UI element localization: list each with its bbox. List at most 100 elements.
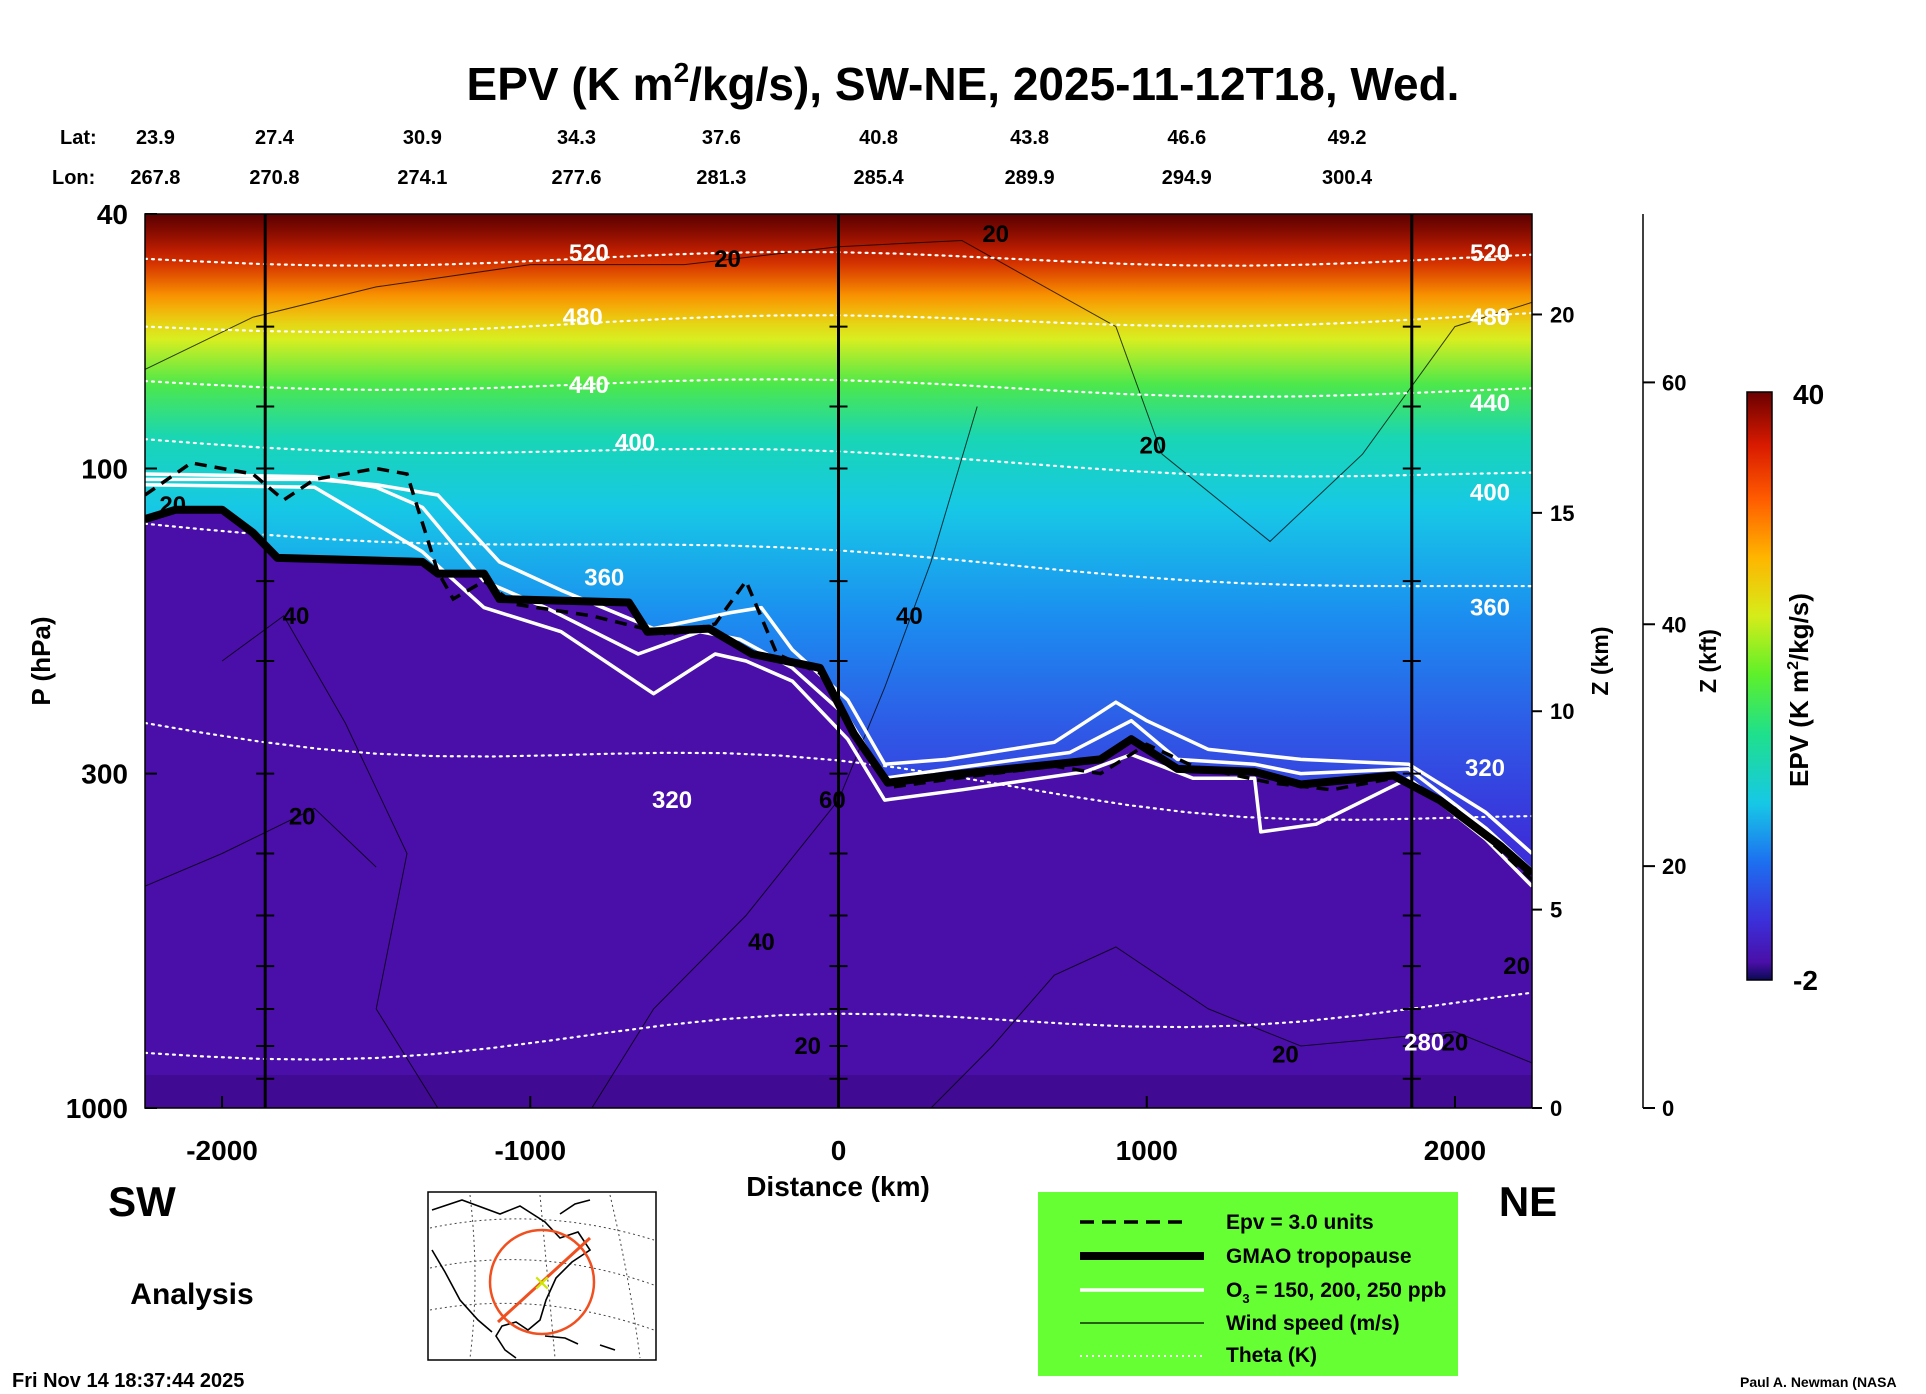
theta-label: 280	[1404, 1030, 1444, 1057]
lat-tick-label: 46.6	[1167, 127, 1206, 149]
lat-tick-label: 43.8	[1010, 127, 1049, 149]
sw-label: SW	[108, 1178, 176, 1225]
colorbar-min-label: -2	[1793, 965, 1818, 996]
x-tick-label: -2000	[186, 1135, 258, 1166]
lon-tick-label: 300.4	[1322, 167, 1373, 189]
x-tick-label: 2000	[1424, 1135, 1486, 1166]
z-km-axis: 0 5 10 15 20	[1532, 302, 1574, 1121]
analysis-label: Analysis	[130, 1278, 253, 1311]
z-kft-tick-label: 20	[1662, 854, 1686, 879]
lon-tick-label: 281.3	[696, 167, 746, 189]
wind-contour	[221, 615, 439, 1108]
legend: Epv = 3.0 units GMAO tropopause O3 = 150…	[1038, 1192, 1458, 1376]
y-axis: 40 100 300 1000	[66, 199, 157, 1124]
timestamp: Fri Nov 14 18:37:44 2025	[12, 1370, 244, 1392]
y-tick-label: 100	[81, 453, 128, 484]
lon-tick-label: 277.6	[551, 167, 601, 189]
legend-epv-label: Epv = 3.0 units	[1226, 1211, 1374, 1234]
chart-title: EPV (K m2/kg/s), SW-NE, 2025-11-12T18, W…	[467, 57, 1460, 110]
lat-tick-label: 40.8	[859, 127, 898, 149]
wind-speed-label: 20	[1503, 953, 1530, 980]
wind-speed-label: 20	[794, 1033, 821, 1060]
z-km-tick-label: 5	[1550, 898, 1562, 923]
legend-wind-label: Wind speed (m/s)	[1226, 1312, 1400, 1335]
theta-label: 440	[569, 372, 609, 399]
ne-label: NE	[1499, 1178, 1557, 1225]
theta-label-right: 480	[1470, 304, 1510, 331]
y-tick-label: 300	[81, 759, 128, 790]
wind-contour	[145, 807, 377, 887]
z-kft-tick-label: 40	[1662, 612, 1686, 637]
lat-tick-label: 34.3	[557, 127, 596, 149]
x-axis: -2000 -1000 0 1000 2000	[186, 1096, 1486, 1166]
lon-row-label: Lon:	[52, 167, 95, 189]
lat-tick-label: 49.2	[1328, 127, 1367, 149]
legend-theta-label: Theta (K)	[1226, 1344, 1317, 1367]
lon-tick-label: 285.4	[854, 167, 905, 189]
wind-speed-labels: 20 20 20 20 40 40 60 20 40 20 20 20 20	[159, 221, 1530, 1068]
theta-contours	[145, 250, 1532, 1061]
colorbar-max-label: 40	[1793, 379, 1824, 410]
z-km-label: Z (km)	[1587, 627, 1613, 696]
wind-contour	[145, 239, 1532, 543]
x-tick-label: 0	[831, 1135, 847, 1166]
theta-label-right: 440	[1470, 390, 1510, 417]
ozone-contour-150	[145, 477, 1532, 855]
wind-speed-label: 20	[714, 246, 741, 273]
theta-contour	[145, 991, 1532, 1061]
lon-tick-label: 294.9	[1162, 167, 1212, 189]
z-kft-axis: 0 20 40 60	[1642, 214, 1686, 1121]
ozone-contour-250	[145, 482, 1532, 888]
lon-tick-label: 274.1	[397, 167, 447, 189]
lat-tick-label: 37.6	[702, 127, 741, 149]
y-axis-label: P (hPa)	[26, 616, 56, 705]
wind-speed-label: 20	[1140, 432, 1167, 459]
inset-map: ✕	[427, 1191, 657, 1361]
z-kft-tick-label: 0	[1662, 1096, 1674, 1121]
wind-speed-label: 20	[159, 492, 186, 519]
x-axis-label: Distance (km)	[746, 1171, 930, 1202]
theta-labels: 520 520 480 480 440 440 400 400 360 360 320 280 320	[563, 240, 1510, 1057]
z-km-tick-label: 0	[1550, 1096, 1562, 1121]
wind-speed-label: 20	[289, 803, 316, 830]
z-kft-label: Z (kft)	[1695, 629, 1721, 693]
x-tick-label: -1000	[494, 1135, 566, 1166]
theta-label-right: 360	[1470, 595, 1510, 622]
z-km-tick-label: 15	[1550, 501, 1574, 526]
lon-tick-label: 270.8	[249, 167, 299, 189]
wind-contour	[930, 946, 1532, 1108]
epv-3pvu-line	[145, 461, 1532, 882]
x-tick-label: 1000	[1116, 1135, 1178, 1166]
lon-tick-label: 289.9	[1005, 167, 1055, 189]
theta-label-right: 400	[1470, 479, 1510, 506]
lat-tick-label: 27.4	[255, 127, 295, 149]
lat-tick-label: 30.9	[403, 127, 442, 149]
z-km-tick-label: 10	[1550, 699, 1574, 724]
colorbar	[1746, 391, 1773, 981]
section-vertical-lines	[256, 214, 1421, 1108]
center-marker-icon: ✕	[533, 1272, 551, 1297]
z-km-tick-label: 20	[1550, 302, 1574, 327]
theta-label-right: 520	[1470, 240, 1510, 267]
z-kft-tick-label: 60	[1662, 370, 1686, 395]
legend-tropopause-label: GMAO tropopause	[1226, 1245, 1412, 1268]
colorbar-label: EPV (K m2/kg/s)	[1784, 593, 1814, 787]
y-tick-label: 40	[97, 199, 128, 230]
lon-tick-label: 267.8	[130, 167, 180, 189]
theta-label-right: 320	[1465, 755, 1505, 782]
theta-label: 480	[563, 304, 603, 331]
credit: Paul A. Newman (NASA	[1740, 1374, 1897, 1390]
theta-label: 320	[652, 787, 692, 814]
wind-speed-label: 20	[1272, 1042, 1299, 1069]
wind-speed-label: 40	[896, 603, 923, 630]
lat-row-label: Lat:	[60, 127, 97, 149]
legend-ozone-label: O3 = 150, 200, 250 ppb	[1226, 1279, 1446, 1306]
wind-speed-label: 40	[283, 603, 310, 630]
lat-tick-label: 23.9	[136, 127, 175, 149]
lat-lon-ticks: 23.9 267.8 27.4 270.8 30.9 274.1 34.3 277.6 37.6…	[130, 127, 1373, 189]
wind-speed-label: 20	[1442, 1030, 1469, 1057]
theta-label: 400	[615, 429, 655, 456]
gmao-tropopause-line	[145, 505, 1532, 877]
wind-speed-label: 20	[982, 221, 1009, 248]
